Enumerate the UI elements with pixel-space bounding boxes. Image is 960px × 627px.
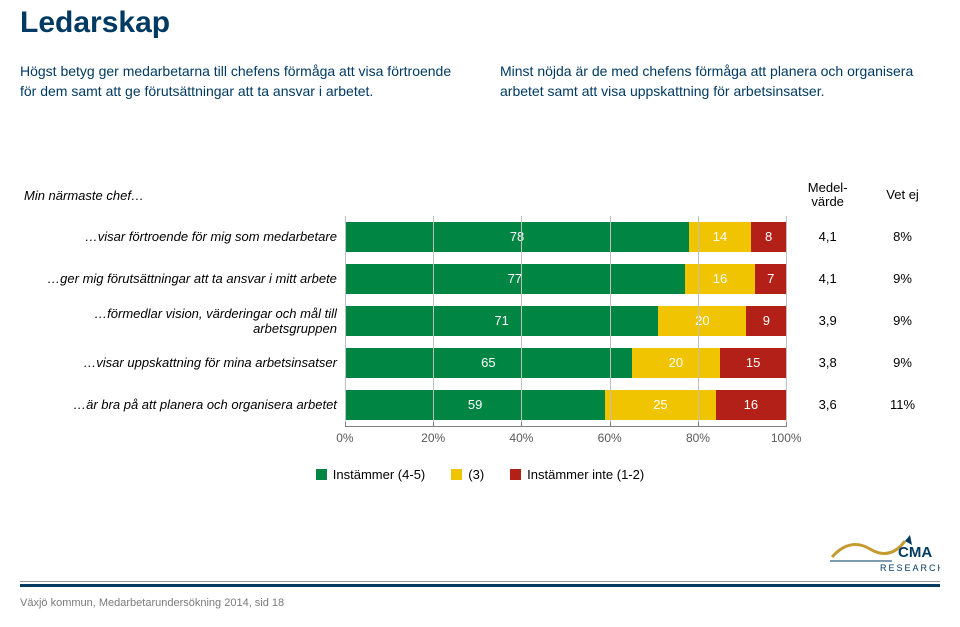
axis-tick: 40% — [509, 431, 533, 445]
row-label: …visar uppskattning för mina arbetsinsat… — [20, 342, 341, 384]
row-ve: 9% — [865, 342, 940, 384]
footer-rule — [20, 581, 940, 587]
bar-segment-agree: 78 — [345, 222, 689, 252]
row-bar: 77167 — [341, 258, 790, 300]
chart: Min närmaste chef… Medel- värde Vet ej …… — [20, 175, 940, 482]
bar-segment-disagree: 16 — [716, 390, 787, 420]
chart-row: …är bra på att planera och organisera ar… — [20, 384, 940, 426]
bar-segment-disagree: 8 — [751, 222, 786, 252]
legend-swatch — [451, 469, 462, 480]
bar-segment-neutral: 20 — [632, 348, 720, 378]
row-ve: 11% — [865, 384, 940, 426]
bar-segment-agree: 65 — [345, 348, 632, 378]
bar-segment-disagree: 9 — [746, 306, 786, 336]
bar-segment-disagree: 15 — [720, 348, 786, 378]
row-label: …förmedlar vision, värderingar och mål t… — [20, 300, 341, 342]
row-bar: 71209 — [341, 300, 790, 342]
row-label: …ger mig förutsättningar att ta ansvar i… — [20, 258, 341, 300]
bar-segment-agree: 59 — [345, 390, 605, 420]
legend-label: (3) — [468, 467, 484, 482]
bar-segment-neutral: 25 — [605, 390, 715, 420]
ve-header: Vet ej — [865, 175, 940, 216]
legend: Instämmer (4-5) (3) Instämmer inte (1-2) — [20, 466, 940, 482]
bar-segment-disagree: 7 — [755, 264, 786, 294]
row-mv: 3,8 — [790, 342, 865, 384]
row-ve: 9% — [865, 300, 940, 342]
row-header: Min närmaste chef… — [20, 175, 341, 216]
axis-tick: 0% — [336, 431, 353, 445]
bar-segment-neutral: 20 — [658, 306, 746, 336]
legend-label: Instämmer inte (1-2) — [527, 467, 644, 482]
svg-text:RESEARCH: RESEARCH — [880, 563, 940, 573]
mv-header: Medel- värde — [790, 175, 865, 216]
row-label: …är bra på att planera och organisera ar… — [20, 384, 341, 426]
row-bar: 652015 — [341, 342, 790, 384]
chart-row: …visar uppskattning för mina arbetsinsat… — [20, 342, 940, 384]
svg-text:CMA: CMA — [898, 544, 932, 561]
footer-text: Växjö kommun, Medarbetarundersökning 201… — [20, 597, 284, 609]
legend-item: Instämmer (4-5) — [316, 466, 425, 482]
axis-tick: 80% — [686, 431, 710, 445]
row-bar: 78148 — [341, 216, 790, 258]
row-mv: 4,1 — [790, 216, 865, 258]
axis-tick: 20% — [421, 431, 445, 445]
bar-header — [341, 175, 790, 216]
bar-segment-agree: 71 — [345, 306, 658, 336]
bar-segment-agree: 77 — [345, 264, 685, 294]
intro-right: Minst nöjda är de med chefens förmåga at… — [500, 62, 940, 101]
row-label: …visar förtroende för mig som medarbetar… — [20, 216, 341, 258]
legend-swatch — [510, 469, 521, 480]
bar-segment-neutral: 16 — [685, 264, 756, 294]
row-ve: 9% — [865, 258, 940, 300]
page-title: Ledarskap — [20, 6, 170, 40]
row-mv: 3,6 — [790, 384, 865, 426]
chart-table: Min närmaste chef… Medel- värde Vet ej …… — [20, 175, 940, 454]
axis-tick: 60% — [598, 431, 622, 445]
row-mv: 3,9 — [790, 300, 865, 342]
legend-item: Instämmer inte (1-2) — [510, 466, 644, 482]
bar-segment-neutral: 14 — [689, 222, 751, 252]
chart-row: …ger mig förutsättningar att ta ansvar i… — [20, 258, 940, 300]
legend-swatch — [316, 469, 327, 480]
legend-label: Instämmer (4-5) — [333, 467, 425, 482]
row-mv: 4,1 — [790, 258, 865, 300]
intro-block: Högst betyg ger medarbetarna till chefen… — [20, 62, 940, 101]
x-axis: 0%20%40%60%80%100% — [345, 426, 786, 448]
intro-left: Högst betyg ger medarbetarna till chefen… — [20, 62, 460, 101]
row-bar: 592516 — [341, 384, 790, 426]
cma-logo: CMA RESEARCH — [830, 527, 940, 575]
chart-row: …visar förtroende för mig som medarbetar… — [20, 216, 940, 258]
row-ve: 8% — [865, 216, 940, 258]
chart-row: …förmedlar vision, värderingar och mål t… — [20, 300, 940, 342]
legend-item: (3) — [451, 466, 484, 482]
axis-tick: 100% — [771, 431, 802, 445]
